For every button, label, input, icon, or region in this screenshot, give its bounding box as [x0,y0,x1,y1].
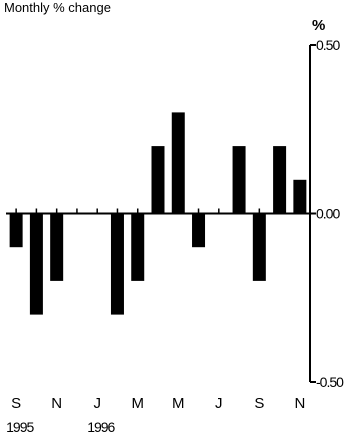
bar [9,213,23,248]
bar [151,146,165,214]
bar [232,146,246,214]
x-tick-label: N [51,395,62,412]
y-tick-label: 0.50 [316,37,340,53]
bar [273,146,287,214]
x-tick-label: S [254,395,264,412]
y-axis-label: % [312,17,325,34]
bar [171,112,185,214]
label-layer: 0.50 0.00 -0.50 S N J M M J S N 1995 1996 [6,37,345,435]
chart-subtitle: Monthly % change [4,0,111,15]
bar-layer [9,112,307,315]
bar [29,213,43,315]
bar [293,179,307,214]
x-tick-label: N [294,395,305,412]
y-tick-label: 0.00 [316,206,340,222]
year-label: 1996 [87,419,115,435]
year-label: 1995 [6,419,34,435]
x-tick-label: S [11,395,21,412]
x-tick-label: J [93,395,101,412]
bar [50,213,64,281]
bar [252,213,266,281]
bar [131,213,145,281]
x-tick-label: M [131,395,144,412]
x-tick-label: M [172,395,185,412]
bar [110,213,124,315]
x-tick-label: J [215,395,223,412]
bar [192,213,206,248]
y-tick-label: -0.50 [316,374,344,390]
